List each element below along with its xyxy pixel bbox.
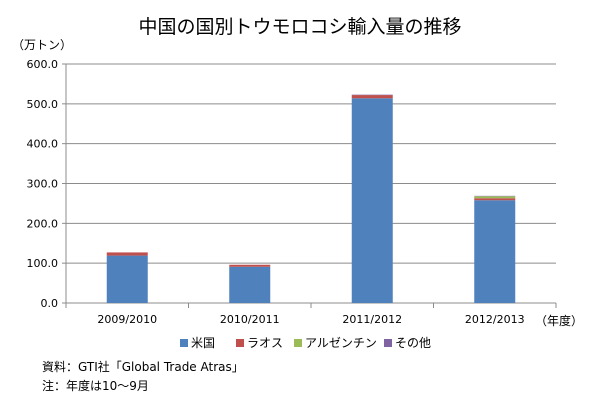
source-note: 資料：GTI社「Global Trade Atras」 (42, 360, 244, 374)
legend-label: 米国 (191, 336, 216, 350)
bar-segment-2 (106, 252, 148, 256)
y-tick-label: 300.0 (27, 178, 59, 191)
x-tick-label: 2010/2011 (220, 313, 280, 326)
x-tick-label: 2009/2010 (97, 313, 157, 326)
legend-label: アルゼンチン (305, 336, 377, 350)
legend-swatch (236, 338, 244, 347)
footnote: 注：年度は10～9月 (42, 379, 149, 393)
bar-segment-1 (106, 255, 148, 303)
legend-label: その他 (395, 336, 432, 350)
legend-swatch (384, 338, 392, 347)
bar-segment-1 (351, 98, 393, 303)
legend-item: 米国 (180, 334, 215, 351)
x-axis-unit: （年度） (535, 314, 584, 328)
bar-segment-1 (474, 200, 516, 303)
x-tick-label: 2012/2013 (465, 313, 525, 326)
y-tick-label: 100.0 (27, 257, 59, 270)
y-axis-unit: （万トン） (12, 38, 73, 52)
legend-item: その他 (384, 334, 431, 351)
y-tick-label: 400.0 (27, 138, 59, 151)
bar-segment-1 (229, 266, 271, 303)
bar-segment-2 (351, 95, 393, 99)
y-tick-label: 0.0 (41, 297, 59, 310)
y-tick-label: 500.0 (27, 98, 59, 111)
y-tick-label: 200.0 (27, 217, 59, 230)
legend-swatch (180, 338, 188, 347)
legend-label: ラオス (247, 336, 284, 350)
bar-segment-3 (474, 196, 516, 199)
y-tick-label: 600.0 (27, 58, 59, 71)
x-tick-label: 2011/2012 (342, 313, 402, 326)
bar-segment-2 (229, 264, 271, 267)
bar-segment-2 (474, 198, 516, 201)
legend-item: アルゼンチン (294, 334, 377, 351)
chart-title: 中国の国別トウモロコシ輸入量の推移 (138, 16, 462, 38)
legend-item: ラオス (236, 334, 283, 351)
legend-swatch (294, 338, 302, 347)
